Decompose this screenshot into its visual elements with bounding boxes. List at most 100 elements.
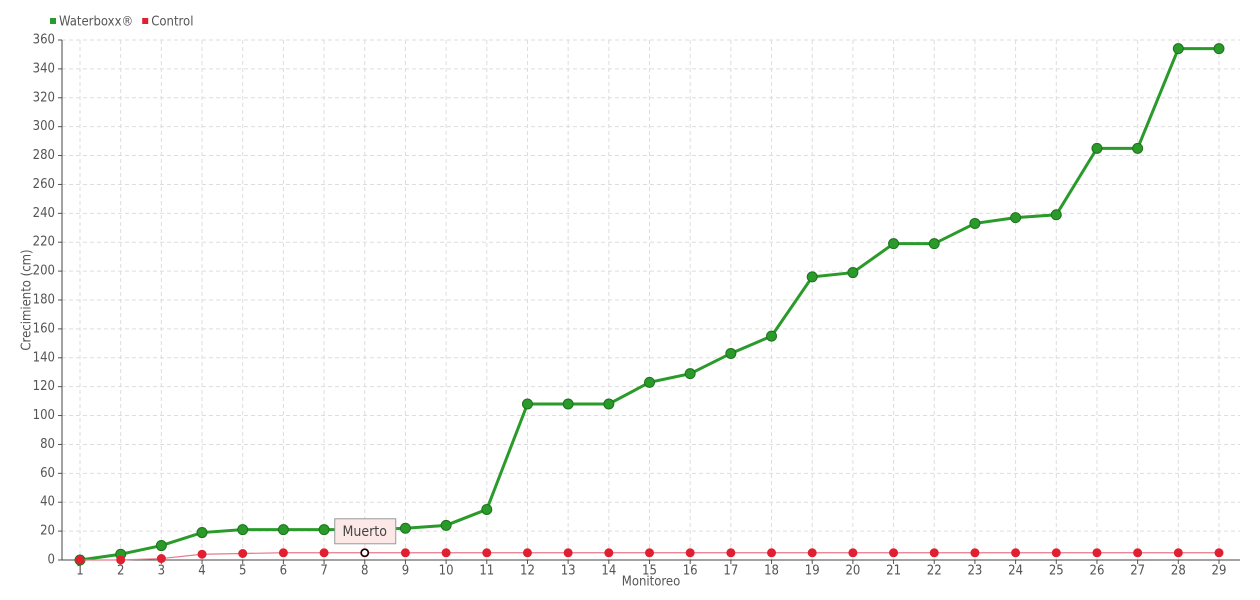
y-tick-label: 280: [33, 148, 55, 163]
data-point: [1010, 212, 1022, 224]
x-tick-label: 29: [1212, 564, 1227, 579]
data-point: [1091, 142, 1103, 154]
legend-label: Control: [151, 15, 193, 30]
tooltip-box: [334, 518, 397, 545]
y-tick-label: 40: [40, 495, 55, 510]
x-tick-label: 21: [886, 564, 901, 579]
x-tick-label: 2: [117, 564, 124, 579]
y-tick-label: 120: [33, 379, 55, 394]
legend-label: Waterboxx®: [59, 15, 133, 30]
y-tick-label: 220: [33, 235, 55, 250]
x-tick-label: 11: [479, 564, 494, 579]
x-axis-label: Monitoreo: [622, 575, 681, 590]
y-tick-label: 140: [33, 350, 55, 365]
data-point: [1011, 548, 1021, 558]
data-point: [603, 398, 615, 410]
x-tick-label: 3: [158, 564, 165, 579]
highlight-point: [360, 548, 369, 558]
data-point: [1050, 209, 1062, 221]
x-tick-label: 19: [805, 564, 820, 579]
x-tick-label: 1: [76, 564, 83, 579]
data-point: [726, 548, 736, 558]
y-tick-label: 180: [33, 293, 55, 308]
x-tick-label: 17: [723, 564, 738, 579]
data-point: [1214, 548, 1224, 558]
x-tick-label: 22: [927, 564, 942, 579]
legend-swatch: [142, 18, 149, 24]
data-point: [645, 548, 654, 558]
x-tick-label: 28: [1171, 564, 1186, 579]
data-point: [562, 398, 574, 410]
x-tick-label: 5: [239, 564, 246, 579]
data-point: [929, 548, 939, 558]
data-point: [970, 548, 980, 558]
data-point: [75, 555, 85, 565]
x-tick-label: 23: [967, 564, 982, 579]
x-tick-label: 8: [361, 564, 368, 579]
data-point: [116, 555, 126, 565]
data-point: [278, 548, 288, 558]
data-point: [238, 549, 248, 558]
data-point: [482, 548, 492, 558]
data-point: [237, 524, 249, 536]
y-tick-label: 160: [33, 321, 55, 336]
x-tick-label: 14: [601, 564, 616, 579]
data-point: [969, 217, 981, 229]
tooltip-text: Muerto: [343, 524, 388, 540]
data-point: [889, 548, 899, 558]
x-tick-label: 26: [1090, 564, 1105, 579]
data-point: [928, 238, 940, 250]
data-point: [196, 527, 208, 539]
x-tick-label: 15: [642, 564, 657, 579]
y-tick-label: 240: [33, 206, 55, 221]
x-tick-label: 7: [320, 564, 327, 579]
data-point: [1172, 43, 1184, 55]
data-point: [1133, 548, 1143, 558]
x-tick-label: 4: [198, 564, 205, 579]
x-tick-label: 20: [845, 564, 860, 579]
data-point: [155, 540, 167, 552]
x-tick-label: 12: [520, 564, 535, 579]
y-tick-label: 80: [40, 437, 55, 452]
x-tick-label: 25: [1049, 564, 1064, 579]
data-point: [847, 267, 859, 279]
data-point: [400, 548, 410, 558]
y-tick-label: 320: [33, 90, 55, 105]
y-tick-label: 260: [33, 177, 55, 192]
data-point: [156, 554, 166, 564]
data-point: [440, 519, 452, 531]
y-tick-label: 360: [33, 33, 55, 48]
x-tick-label: 27: [1130, 564, 1145, 579]
data-point: [318, 524, 330, 536]
data-point: [521, 398, 533, 410]
data-point: [604, 548, 614, 558]
legend-swatch: [50, 18, 56, 24]
data-point: [767, 548, 777, 558]
x-tick-label: 9: [402, 564, 409, 579]
data-point: [806, 271, 818, 283]
data-point: [725, 347, 737, 359]
x-tick-label: 24: [1008, 564, 1023, 579]
x-tick-label: 10: [439, 564, 454, 579]
data-point: [441, 548, 451, 558]
data-point: [197, 549, 207, 559]
x-tick-label: 16: [683, 564, 698, 579]
data-point: [563, 548, 573, 558]
data-point: [685, 548, 695, 558]
y-tick-label: 60: [40, 466, 55, 481]
data-point: [277, 524, 289, 536]
data-point: [1132, 142, 1144, 154]
data-point: [848, 548, 858, 558]
data-point: [684, 368, 696, 380]
y-tick-label: 100: [33, 408, 55, 423]
y-tick-label: 20: [40, 524, 55, 539]
y-tick-label: 340: [33, 61, 55, 76]
data-point: [1213, 43, 1225, 55]
x-tick-label: 13: [561, 564, 576, 579]
y-axis-label: Crecimiento (cm): [20, 249, 35, 350]
x-tick-label: 18: [764, 564, 779, 579]
data-point: [807, 548, 817, 558]
data-point: [766, 330, 778, 342]
x-tick-label: 6: [280, 564, 287, 579]
